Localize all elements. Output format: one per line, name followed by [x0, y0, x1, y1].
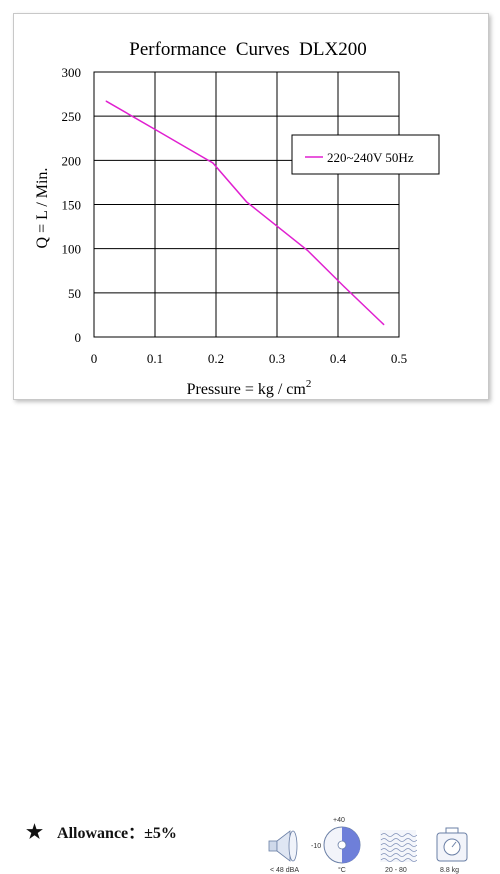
- x-tick-label: 0.3: [269, 351, 285, 366]
- humidity-label: 20 - 80: [385, 867, 407, 874]
- y-tick-label: 50: [68, 286, 81, 301]
- x-tick-label: 0: [91, 351, 98, 366]
- y-tick-label: 300: [62, 65, 82, 80]
- series-layer: [105, 100, 385, 326]
- footer: ★ Allowance：±5% < 48 dBA +40 -10 °C: [0, 405, 500, 874]
- grid: [93, 71, 400, 338]
- weight-label: 8.8 kg: [440, 867, 460, 874]
- legend-box: [291, 134, 440, 175]
- y-tick-label: 100: [62, 242, 82, 257]
- data-point: [245, 201, 248, 203]
- humidity-waves-icon: [379, 829, 418, 863]
- performance-chart: Performance Curves DLX200 0 0.1 0.2 0.3 0.4 0…: [34, 39, 440, 398]
- x-tick-label: 0.2: [208, 351, 224, 366]
- data-point: [184, 146, 187, 148]
- data-point: [306, 249, 309, 252]
- y-axis-ticks: 0 50 100 150 200 250 300: [62, 65, 82, 345]
- legend-label: 220~240V 50Hz: [327, 150, 414, 165]
- allowance-note: ★ Allowance：±5%: [26, 819, 177, 844]
- noise-label: < 48 dBA: [270, 867, 299, 874]
- data-point: [154, 128, 156, 131]
- x-tick-label: 0.1: [147, 351, 163, 366]
- temp-unit-label: °C: [338, 867, 346, 874]
- x-axis-label-exponent: 2: [306, 378, 312, 390]
- temp-min-label: -10: [311, 843, 322, 850]
- data-point: [105, 100, 107, 102]
- temperature-dial-icon: [322, 825, 362, 865]
- chart-card: Performance Curves DLX200 0 0.1 0.2 0.3 0.4 0…: [13, 13, 489, 400]
- plot-frame: [93, 71, 400, 338]
- x-tick-label: 0.4: [330, 351, 347, 366]
- legend: 220~240V 50Hz: [291, 134, 440, 175]
- x-tick-label: 0.5: [391, 351, 407, 366]
- star-icon: ★: [26, 822, 44, 843]
- data-point: [343, 286, 345, 288]
- y-tick-label: 150: [62, 198, 82, 213]
- y-tick-label: 200: [62, 153, 82, 168]
- series-line: [105, 100, 385, 326]
- chart-title: Performance Curves DLX200: [129, 39, 366, 60]
- y-axis-label: Q = L / Min.: [34, 168, 51, 249]
- data-point: [212, 162, 214, 164]
- y-tick-label: 0: [75, 330, 82, 345]
- x-axis-label: Pressure = kg / cm2: [187, 378, 312, 398]
- data-point: [383, 324, 385, 326]
- y-tick-label: 250: [62, 109, 82, 124]
- temp-max-label: +40: [333, 817, 345, 824]
- allowance-text: Allowance：±5%: [57, 825, 177, 842]
- speaker-noise-icon: [268, 825, 308, 865]
- x-axis-ticks: 0 0.1 0.2 0.3 0.4 0.5: [91, 351, 407, 366]
- weight-scale-icon: [433, 825, 471, 865]
- x-axis-label-main: Pressure = kg / cm: [187, 381, 307, 398]
